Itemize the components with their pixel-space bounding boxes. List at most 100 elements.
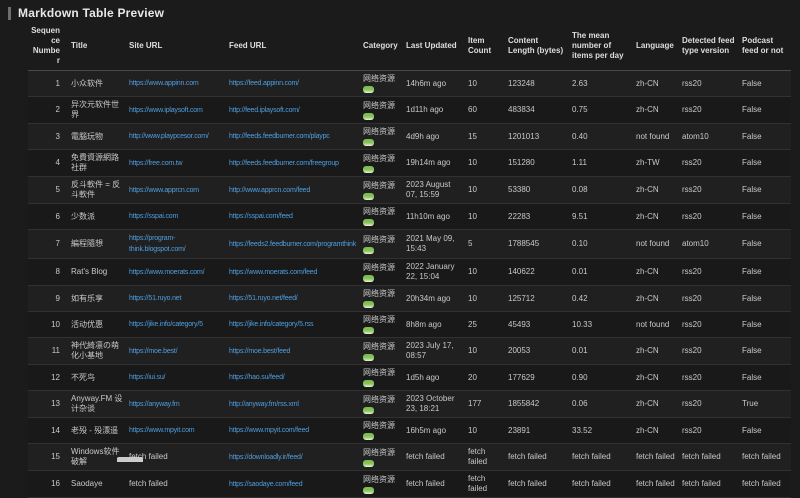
podcast-cell: False	[739, 149, 791, 177]
site-url-cell-link[interactable]: https://anyway.fm	[129, 400, 180, 408]
category-tag-label: 网络资源	[363, 207, 395, 216]
sequence-number-cell: 1	[28, 70, 68, 97]
table-row: 3 電腦玩物 http://www.playpcesor.com/ http:/…	[28, 123, 791, 150]
site-url-cell-link[interactable]: https://iui.su/	[129, 374, 166, 381]
language-cell: not found	[633, 229, 679, 259]
feed-url-cell-link[interactable]: https://feeds2.feedburner.com/programthi…	[229, 240, 357, 248]
feed-url-cell: http://feed.iplaysoft.com/	[226, 96, 360, 124]
table-row: 11 神代綺凛の萌化小基地 https://moe.best/ https://…	[28, 337, 791, 365]
category-cell: 网络资源	[360, 258, 403, 286]
site-url-cell-link[interactable]: http://www.playpcesor.com/	[129, 133, 209, 140]
feed-table: Sequence Number Title Site URL Feed URL …	[28, 22, 791, 498]
last-updated-cell: 20h34m ago	[403, 285, 465, 312]
feed-url-cell-link[interactable]: https://www.moerats.com/feed	[229, 268, 318, 276]
bottom-cutoff-element[interactable]	[117, 457, 143, 462]
site-url-cell-link[interactable]: https://jike.info/category/5	[129, 321, 203, 328]
site-url-cell-link[interactable]: https://www.iplaysoft.com	[129, 106, 203, 114]
feed-url-cell-link[interactable]: https://jike.info/category/5.rss	[229, 321, 314, 328]
feed-url-cell-link[interactable]: http://feeds.feedburner.com/playpc	[229, 133, 330, 140]
podcast-cell: False	[739, 337, 791, 365]
mean-items-per-day-cell: 0.10	[569, 229, 633, 259]
sequence-number-cell: 10	[28, 311, 68, 338]
podcast-cell: True	[739, 390, 791, 418]
last-updated-cell: 2022 January 22, 15:04	[403, 258, 465, 286]
language-cell: zh-TW	[633, 149, 679, 177]
feed-url-cell-link[interactable]: http://www.apprcn.com/feed	[229, 186, 311, 194]
column-header-item-count: Item Count	[465, 22, 505, 71]
column-header-feed-type-version: Detected feed type version	[679, 22, 739, 71]
feed-url-cell-link[interactable]: https://www.mpyit.com/feed	[229, 427, 309, 434]
category-tag-label: 网络资源	[363, 74, 395, 83]
last-updated-cell: 4d9h ago	[403, 123, 465, 150]
category-green-tag-icon	[363, 246, 374, 254]
item-count-cell: 10	[465, 176, 505, 204]
category-tag-label: 网络资源	[363, 341, 395, 351]
site-url-cell-link[interactable]: https://www.apprcn.com	[129, 186, 199, 194]
last-updated-cell: 2023 October 23, 18:21	[403, 390, 465, 418]
title-cell: 編程隨想	[68, 229, 126, 259]
feed-type-version-cell: rss20	[679, 96, 739, 124]
feed-url-cell-link[interactable]: https://sspai.com/feed	[229, 213, 293, 220]
column-header-content-length: Content Length (bytes)	[505, 22, 569, 71]
feed-type-version-cell: rss20	[679, 311, 739, 338]
category-green-tag-icon	[363, 327, 374, 334]
category-tag-label: 网络资源	[363, 394, 395, 404]
column-header-sequence-number: Sequence Number	[28, 22, 68, 71]
site-url-cell-link[interactable]: https://free.com.tw	[129, 159, 183, 167]
feed-url-cell-link[interactable]: http://anyway.fm/rss.xml	[229, 400, 299, 408]
title-cell: 免費資源網路社群	[68, 149, 126, 177]
feed-url-cell-link[interactable]: https://hao.su/feed/	[229, 374, 285, 381]
site-url-cell-link[interactable]: https://www.appinn.com	[129, 80, 199, 87]
language-cell: zh-CN	[633, 337, 679, 365]
mean-items-per-day-cell: 0.42	[569, 285, 633, 312]
category-cell: 网络资源	[360, 285, 403, 312]
column-header-podcast-or-not: Podcast feed or not	[739, 22, 791, 71]
last-updated-cell: fetch failed	[403, 470, 465, 498]
category-green-tag-icon	[363, 192, 374, 200]
category-green-tag-icon	[363, 274, 374, 282]
podcast-cell: fetch failed	[739, 470, 791, 498]
last-updated-cell: 19h14m ago	[403, 149, 465, 177]
site-url-cell-text: fetch failed	[129, 479, 168, 488]
podcast-cell: False	[739, 176, 791, 204]
sequence-number-cell: 13	[28, 390, 68, 418]
column-header-feed-url: Feed URL	[226, 22, 360, 71]
feed-url-cell-link[interactable]: https://51.ruyo.net/feed/	[229, 295, 298, 302]
feed-url-cell-link[interactable]: https://feed.appinn.com/	[229, 80, 299, 87]
language-cell: zh-CN	[633, 417, 679, 444]
language-cell: fetch failed	[633, 443, 679, 471]
feed-url-cell-link[interactable]: https://moe.best/feed	[229, 347, 291, 355]
language-cell: not found	[633, 311, 679, 338]
site-url-cell-link[interactable]: https://www.moerats.com/	[129, 268, 205, 276]
site-url-cell-text: fetch failed	[129, 452, 168, 461]
column-header-last-updated: Last Updated	[403, 22, 465, 71]
feed-url-cell-link[interactable]: http://feeds.feedburner.com/freegroup	[229, 159, 339, 167]
sequence-number-cell: 16	[28, 470, 68, 498]
last-updated-cell: 11h10m ago	[403, 203, 465, 230]
mean-items-per-day-cell: 0.01	[569, 258, 633, 286]
language-cell: zh-CN	[633, 70, 679, 97]
category-tag-label: 网络资源	[363, 153, 395, 163]
site-url-cell-link[interactable]: https://sspai.com	[129, 213, 179, 220]
title-cell: 老殁 - 殁漂遥	[68, 417, 126, 444]
site-url-cell-link[interactable]: https://51.ruyo.net	[129, 295, 182, 302]
item-count-cell: 10	[465, 203, 505, 230]
feed-url-cell: http://www.apprcn.com/feed	[226, 176, 360, 204]
feed-url-cell-link[interactable]: https://downloadly.ir/feed/	[229, 453, 303, 461]
site-url-cell-link[interactable]: https://moe.best/	[129, 347, 178, 355]
category-green-tag-icon	[363, 112, 374, 120]
language-cell: zh-CN	[633, 96, 679, 124]
feed-type-version-cell: rss20	[679, 176, 739, 204]
language-cell: zh-CN	[633, 203, 679, 230]
feed-url-cell-link[interactable]: https://saodaye.com/feed	[229, 480, 303, 488]
feed-url-cell-link[interactable]: http://feed.iplaysoft.com/	[229, 106, 300, 114]
last-updated-cell: fetch failed	[403, 443, 465, 471]
content-length-cell: 151280	[505, 149, 569, 177]
category-tag-label: 网络资源	[363, 421, 395, 430]
site-url-cell-link[interactable]: https://www.mpyit.com	[129, 427, 195, 434]
title-accent-bar	[8, 6, 11, 20]
category-tag-label: 网络资源	[363, 474, 395, 484]
category-green-tag-icon	[363, 353, 374, 361]
site-url-cell-link[interactable]: https://program-think.blogspot.com/	[129, 235, 186, 253]
item-count-cell: fetch failed	[465, 443, 505, 471]
